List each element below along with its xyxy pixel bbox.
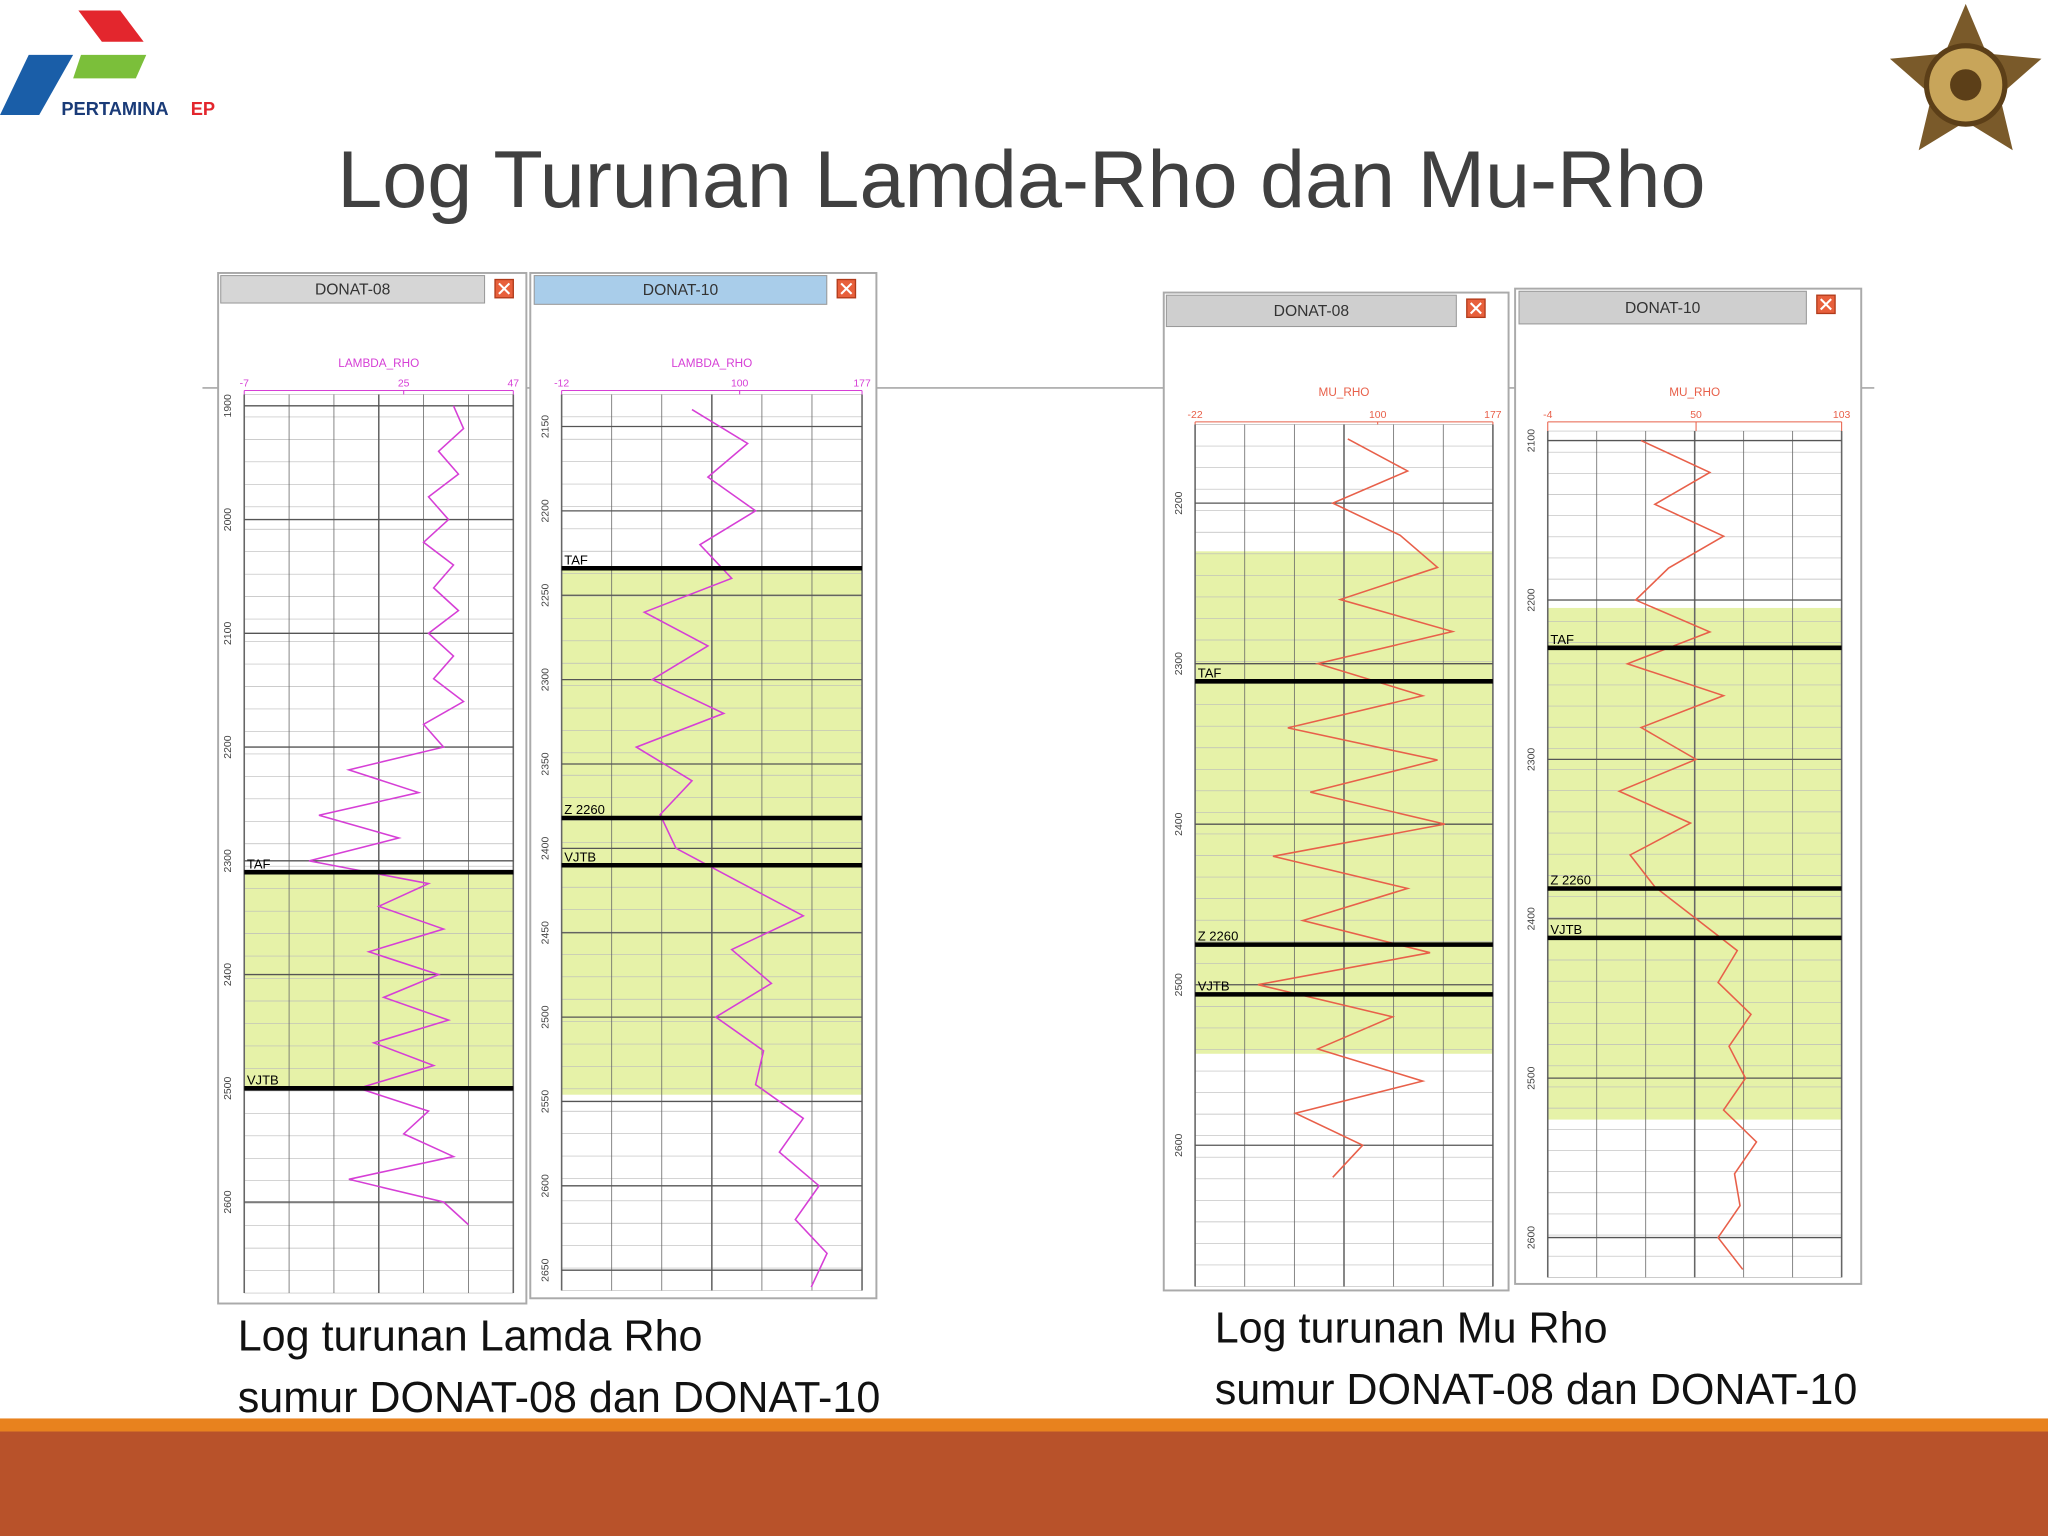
y-tick-label: 2200 — [541, 499, 552, 522]
y-tick-label: 2400 — [541, 837, 552, 860]
y-tick-label: 2100 — [1527, 429, 1538, 452]
y-tick-label: 2600 — [1174, 1133, 1185, 1156]
x-tick-label: -7 — [240, 379, 249, 390]
log-panels: DONAT-08 LAMBDA_RHO -7 25 47 1900 2000 2100 2200… — [217, 272, 1863, 1305]
y-tick-label: 2200 — [1527, 588, 1538, 611]
caption-line: sumur DONAT-08 dan DONAT-10 — [1215, 1366, 1858, 1414]
formation-top-label: VJTB — [1550, 922, 1582, 937]
x-tick-label: 177 — [853, 379, 871, 390]
well-name: DONAT-08 — [1274, 303, 1350, 320]
y-tick-label: 2600 — [541, 1174, 552, 1197]
well-name: DONAT-10 — [643, 282, 719, 299]
y-tick-label: 2400 — [223, 963, 234, 986]
close-icon — [498, 282, 511, 295]
x-tick-label: 50 — [1690, 410, 1702, 421]
panel-frame — [217, 272, 528, 1305]
close-icon — [1469, 302, 1482, 315]
formation-top-label: TAF — [564, 552, 588, 567]
footer-band — [0, 1431, 2048, 1536]
y-tick-label: 2350 — [541, 752, 552, 775]
y-tick-label: 2100 — [223, 622, 234, 645]
y-tick-label: 2500 — [1527, 1066, 1538, 1089]
caption-line: sumur DONAT-08 dan DONAT-10 — [238, 1374, 881, 1422]
curve-name: LAMBDA_RHO — [671, 357, 752, 370]
x-tick-label: -4 — [1543, 410, 1552, 421]
logo-suffix: EP — [191, 98, 215, 119]
log-panel: DONAT-10 LAMBDA_RHO -12 100 177 2150 2200 2250 2… — [529, 272, 878, 1300]
y-tick-label: 2500 — [541, 1005, 552, 1028]
y-tick-label: 2400 — [1174, 812, 1185, 835]
footer-stripe — [0, 1418, 2048, 1432]
close-icon — [1819, 298, 1832, 311]
y-tick-label: 1900 — [223, 394, 234, 417]
log-panel: DONAT-08 LAMBDA_RHO -7 25 47 1900 2000 2100 2200… — [217, 272, 528, 1305]
log-curve — [634, 408, 828, 1288]
log-panel: DONAT-10 MU_RHO -4 50 103 2100 2200 2300 2400 250… — [1514, 287, 1863, 1285]
formation-top-label: VJTB — [247, 1072, 279, 1087]
y-tick-label: 2600 — [1527, 1226, 1538, 1249]
panel-header — [1165, 294, 1457, 328]
y-tick-label: 2000 — [223, 508, 234, 531]
formation-top-label: VJTB — [1198, 978, 1230, 993]
y-tick-label: 2500 — [223, 1077, 234, 1100]
y-tick-label: 2300 — [1527, 748, 1538, 771]
pertamina-logo: PERTAMINA EP — [0, 10, 215, 119]
x-tick-label: 100 — [731, 379, 749, 390]
y-tick-label: 2200 — [1174, 491, 1185, 514]
caption-line: Log turunan Lamda Rho — [238, 1313, 703, 1361]
formation-top-label: TAF — [247, 856, 271, 871]
log-panel: DONAT-08 MU_RHO -22 100 177 2200 2300 2400 2500 2… — [1162, 291, 1510, 1292]
formation-top-label: Z 2260 — [564, 802, 605, 817]
y-tick-label: 2300 — [223, 849, 234, 872]
panel-header — [1518, 290, 1807, 325]
university-emblem — [1889, 3, 2042, 151]
well-name: DONAT-08 — [315, 282, 391, 299]
x-tick-label: 25 — [398, 379, 410, 390]
curve-name: MU_RHO — [1669, 386, 1720, 399]
y-tick-label: 2450 — [541, 921, 552, 944]
formation-top-label: Z 2260 — [1198, 929, 1239, 944]
y-tick-label: 2500 — [1174, 973, 1185, 996]
panel-header — [533, 275, 828, 305]
y-tick-label: 2300 — [541, 668, 552, 691]
curve-name: MU_RHO — [1319, 386, 1370, 399]
x-tick-label: -12 — [554, 379, 569, 390]
curve-name: LAMBDA_RHO — [338, 357, 419, 370]
y-tick-label: 2600 — [223, 1190, 234, 1213]
x-tick-label: 177 — [1484, 410, 1502, 421]
formation-top-label: TAF — [1198, 665, 1222, 680]
logo-name: PERTAMINA — [61, 98, 168, 119]
log-curve — [1617, 439, 1758, 1270]
formation-top-label: Z 2260 — [1550, 873, 1591, 888]
y-tick-label: 2650 — [541, 1258, 552, 1281]
panel-header — [220, 275, 486, 304]
y-tick-label: 2300 — [1174, 652, 1185, 675]
log-curve — [1257, 438, 1456, 1178]
y-tick-label: 2250 — [541, 583, 552, 606]
y-tick-label: 2200 — [223, 735, 234, 758]
well-name: DONAT-10 — [1625, 300, 1701, 317]
x-tick-label: 47 — [507, 379, 519, 390]
x-tick-label: -22 — [1188, 410, 1203, 421]
caption-line: Log turunan Mu Rho — [1215, 1305, 1608, 1353]
formation-top-label: TAF — [1550, 632, 1574, 647]
close-icon — [840, 282, 853, 295]
slide-title: Log Turunan Lamda-Rho dan Mu-Rho — [337, 135, 1705, 225]
formation-top-label: VJTB — [564, 849, 596, 864]
y-tick-label: 2400 — [1527, 907, 1538, 930]
x-tick-label: 100 — [1369, 410, 1387, 421]
x-tick-label: 103 — [1833, 410, 1851, 421]
y-tick-label: 2550 — [541, 1090, 552, 1113]
y-tick-label: 2150 — [541, 415, 552, 438]
